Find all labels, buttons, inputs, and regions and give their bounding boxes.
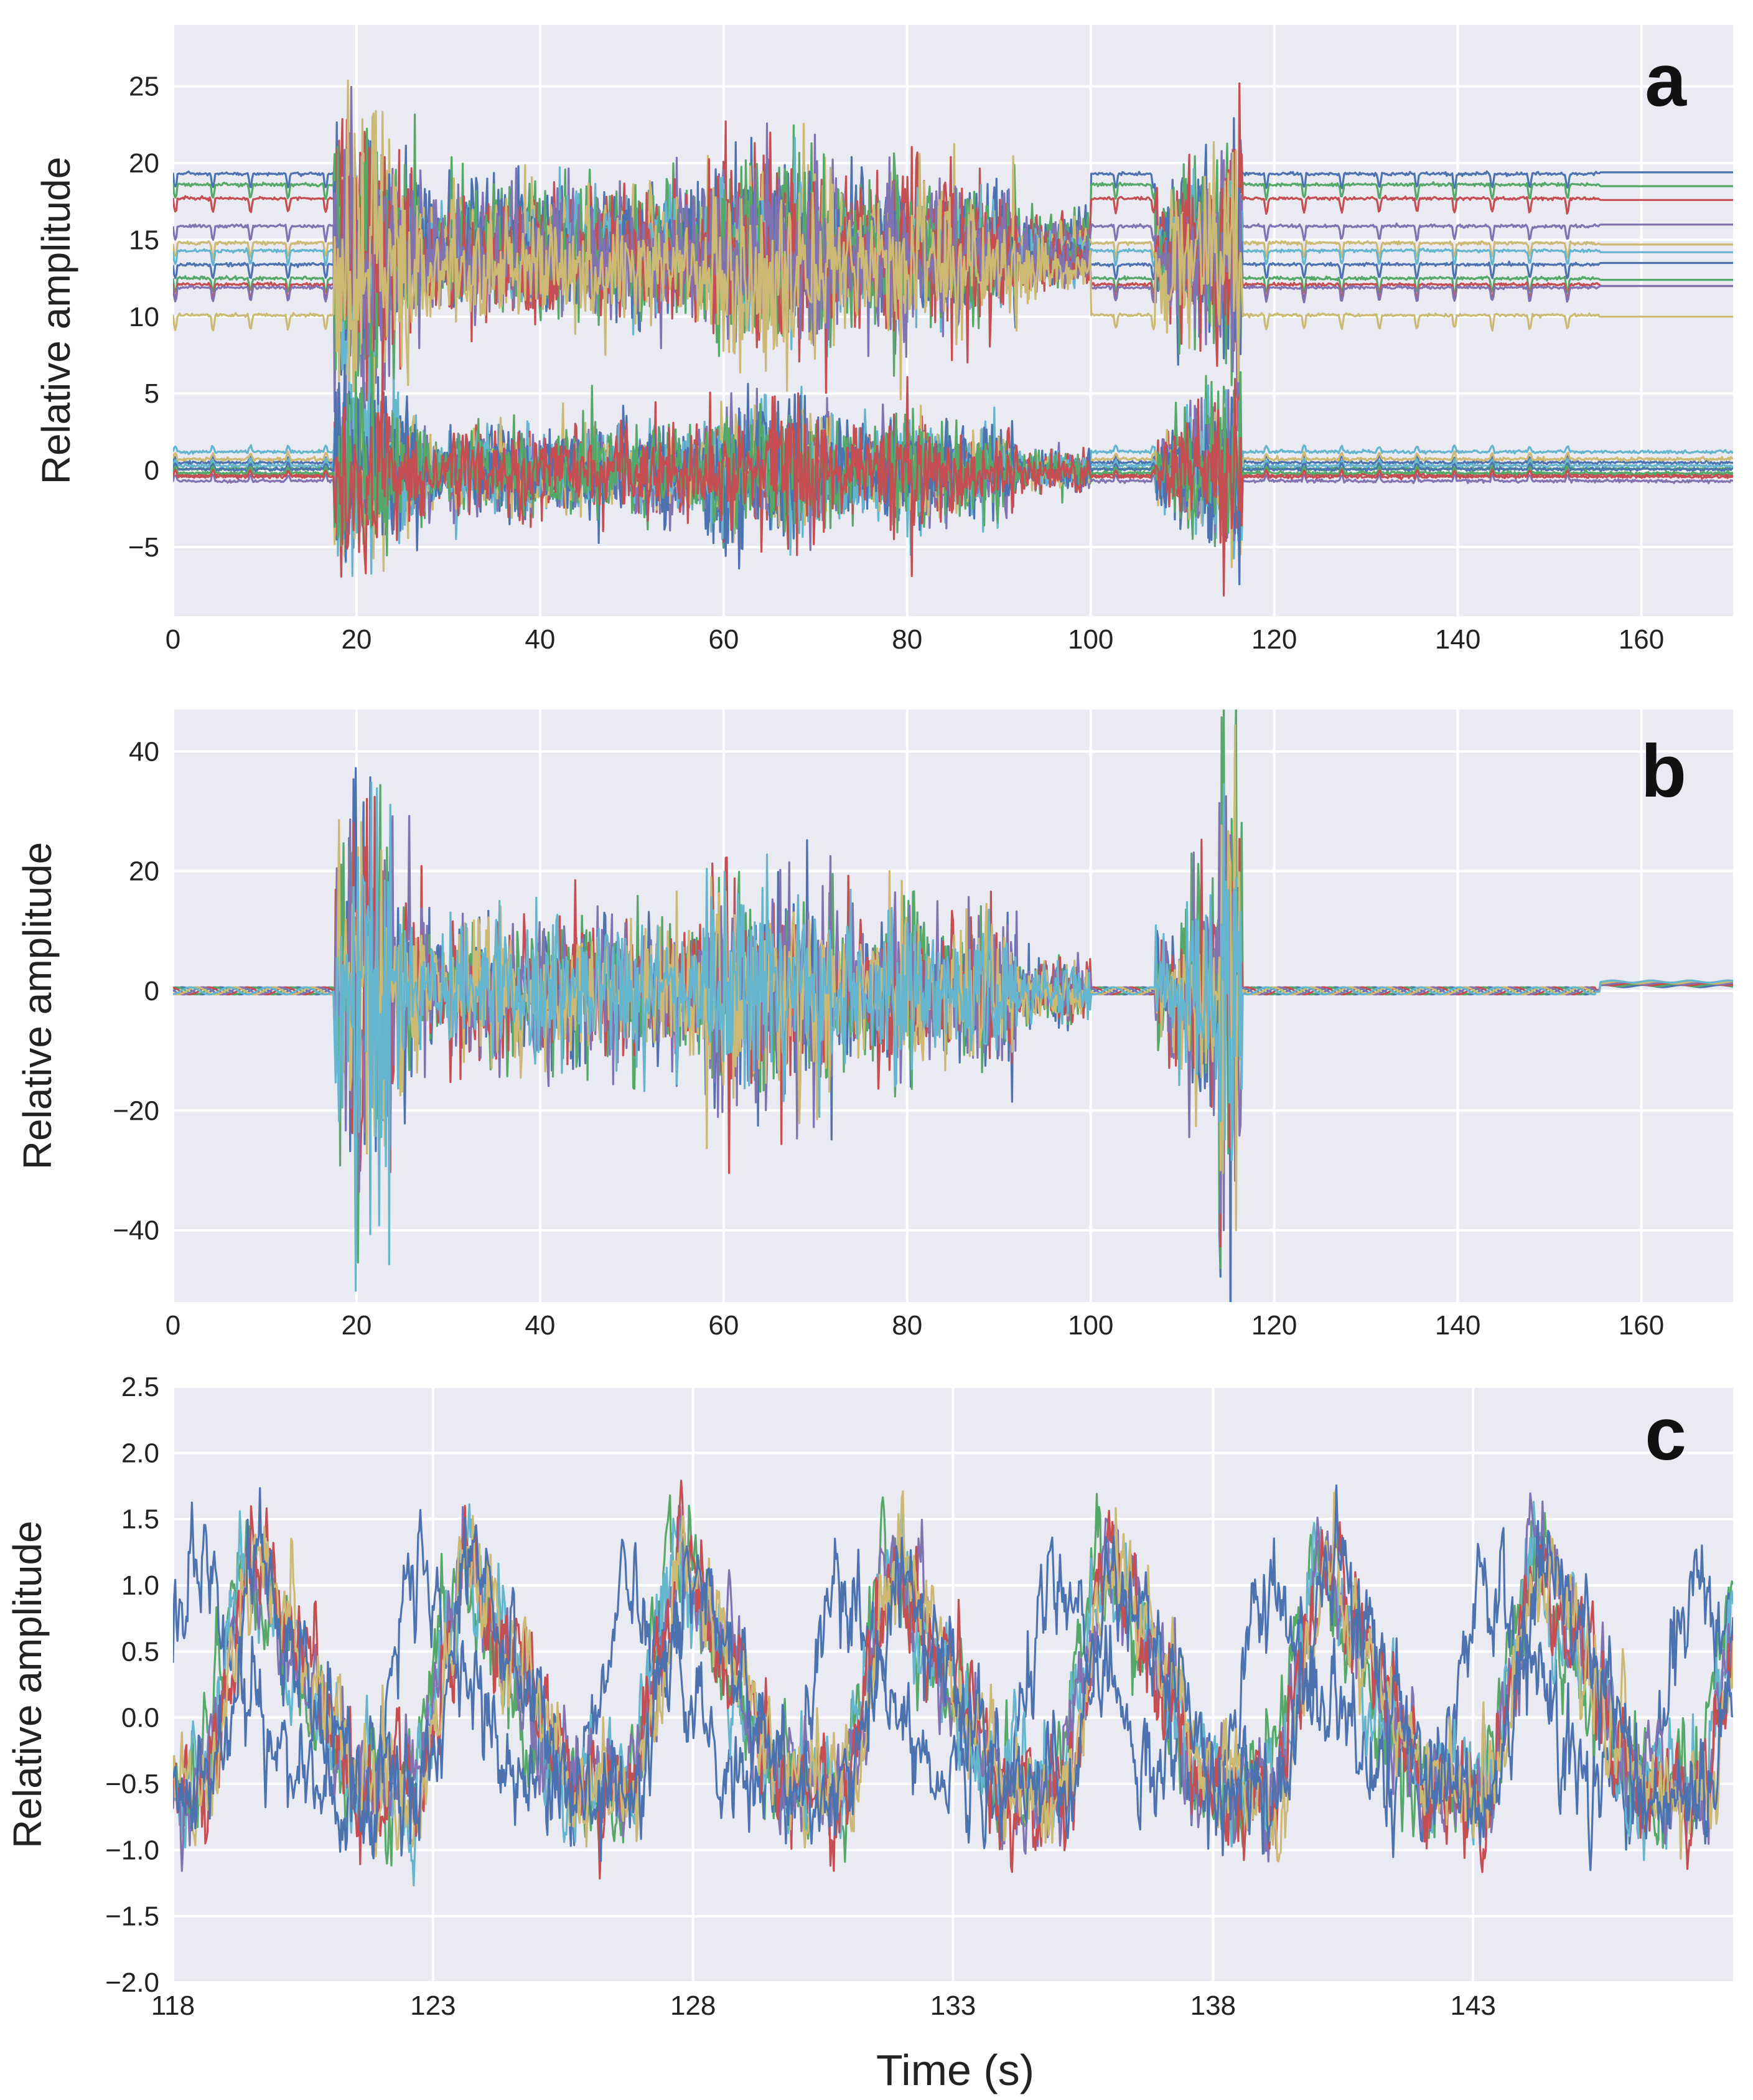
series-group [173, 1479, 1733, 1887]
x-tick-label: 118 [151, 1990, 195, 2021]
y-tick-label: 2.5 [121, 1372, 159, 1402]
x-tick-label: 20 [341, 1310, 372, 1341]
panel-b: 0 20 40 60 80 100 120 140 160 −40 −20 0 20 40 Relative… [15, 710, 1733, 1341]
y-tick-label: 10 [129, 302, 159, 332]
x-tick-label: 160 [1619, 1310, 1664, 1341]
panel-a: 0 20 40 60 80 100 120 140 160 −5 0 5 10 15 20 25 Relativ… [34, 25, 1733, 655]
y-tick-label: 5 [144, 378, 159, 409]
y-tick-label: 0 [144, 976, 159, 1006]
series-line-5 [173, 1486, 1733, 1863]
panel-letter: a [1645, 39, 1687, 122]
x-tick-label: 123 [410, 1990, 456, 2021]
y-tick-label: −20 [113, 1095, 159, 1126]
x-tick-label: 120 [1251, 1310, 1297, 1341]
series-line-6 [173, 1484, 1733, 1862]
x-tick-label: 100 [1068, 624, 1113, 655]
y-tick-label: 15 [129, 225, 159, 255]
panel-letter: b [1641, 729, 1686, 813]
y-tick-label: 40 [129, 736, 159, 767]
y-axis-label: Relative amplitude [5, 1521, 50, 1849]
series-line-10 [173, 110, 1733, 449]
y-tick-label: 1.5 [121, 1504, 159, 1535]
y-tick-label: 20 [129, 148, 159, 179]
x-tick-label: 0 [166, 1310, 180, 1341]
x-tick-label: 140 [1435, 1310, 1480, 1341]
y-tick-label: 0 [144, 456, 159, 486]
series-line-1 [173, 1501, 1733, 1872]
series-group [173, 80, 1733, 597]
y-tick-label: −1.0 [105, 1835, 159, 1865]
x-tick-label: 80 [892, 1310, 922, 1341]
x-tick-label: 0 [166, 624, 180, 655]
series-line-20 [173, 376, 1733, 597]
panel-c: 118 123 128 133 138 143 −2.0 −1.5 −1.0 −0.5 0.0 0.5… [5, 1372, 1733, 2021]
series-group [173, 710, 1733, 1302]
y-tick-label: −1.5 [105, 1901, 159, 1932]
y-tick-label: 2.0 [121, 1438, 159, 1468]
x-tick-label: 40 [525, 1310, 555, 1341]
y-tick-label: −2.0 [105, 1967, 159, 1998]
x-tick-label: 80 [892, 624, 922, 655]
x-tick-label: 133 [930, 1990, 976, 2021]
x-tick-label: 143 [1450, 1990, 1495, 2021]
y-axis-label: Relative amplitude [34, 157, 78, 485]
x-tick-label: 120 [1251, 624, 1297, 655]
x-axis-label: Time (s) [876, 2046, 1034, 2094]
y-tick-label: −0.5 [105, 1769, 159, 1799]
x-tick-label: 20 [341, 624, 372, 655]
series-line-5 [173, 781, 1733, 1292]
y-axis-label: Relative amplitude [15, 842, 60, 1170]
y-tick-label: −5 [128, 532, 159, 563]
x-tick-label: 160 [1619, 624, 1664, 655]
x-tick-label: 60 [708, 624, 739, 655]
x-tick-label: 60 [708, 1310, 739, 1341]
x-tick-label: 140 [1435, 624, 1480, 655]
x-tick-label: 138 [1190, 1990, 1236, 2021]
y-tick-label: 20 [129, 856, 159, 887]
y-tick-label: 0.0 [121, 1703, 159, 1733]
x-tick-label: 40 [525, 624, 555, 655]
panel-letter: c [1645, 1392, 1686, 1476]
x-tick-label: 100 [1068, 1310, 1113, 1341]
y-tick-label: 25 [129, 72, 159, 102]
y-tick-label: 0.5 [121, 1636, 159, 1667]
x-tick-label: 128 [670, 1990, 716, 2021]
y-tick-label: 1.0 [121, 1570, 159, 1601]
y-tick-label: −40 [113, 1216, 159, 1246]
